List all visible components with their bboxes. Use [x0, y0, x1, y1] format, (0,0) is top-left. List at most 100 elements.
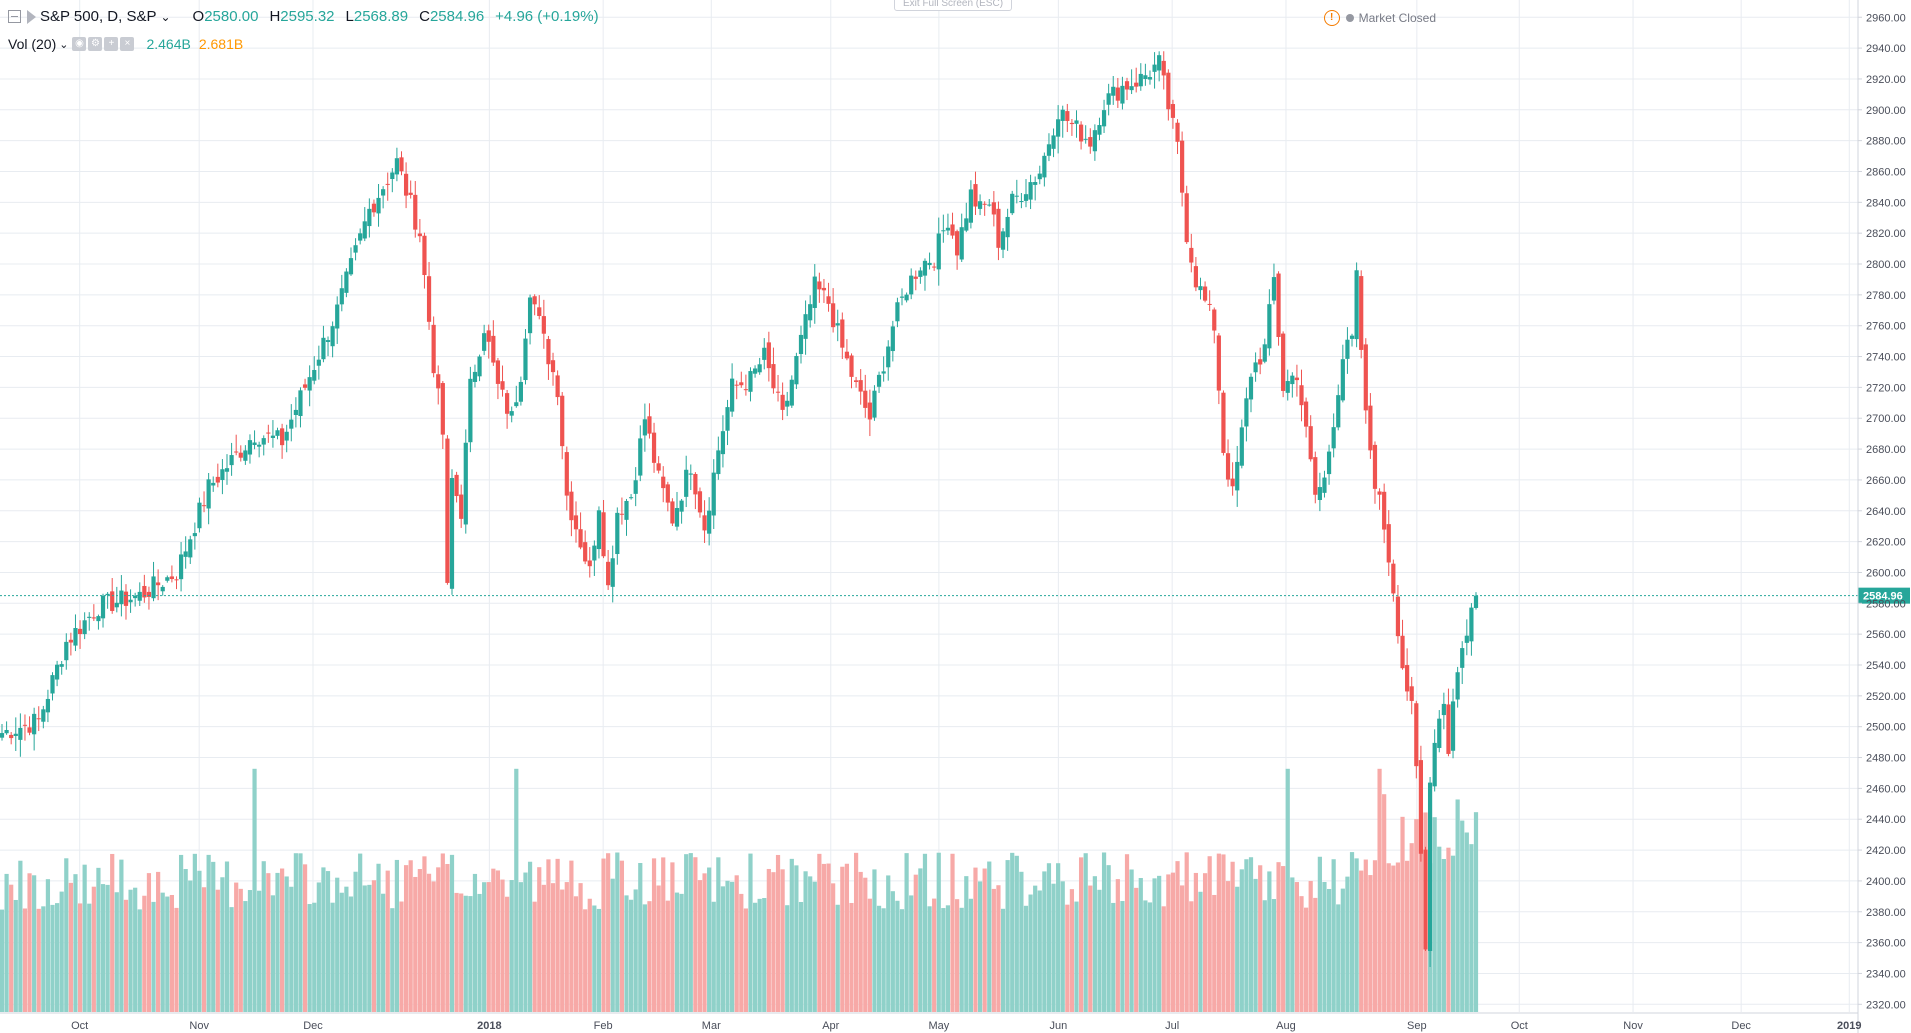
eye-icon[interactable]: ◉ — [72, 37, 87, 51]
volume-bar — [459, 893, 464, 1012]
candle-body — [711, 472, 716, 516]
x-tick-label: Oct — [1511, 1020, 1528, 1032]
volume-bar — [1124, 854, 1130, 1012]
volume-bar — [661, 857, 666, 1012]
volume-bars — [0, 768, 1479, 1012]
volume-bar — [55, 903, 60, 1012]
volume-bar — [771, 872, 776, 1012]
volume-bar — [422, 856, 427, 1012]
candle-body — [1225, 453, 1231, 480]
candle-body — [9, 734, 14, 739]
chevron-down-icon[interactable]: ⌄ — [160, 9, 171, 24]
volume-bar — [587, 898, 592, 1012]
candle-body — [353, 245, 358, 253]
volume-bar — [615, 852, 620, 1012]
candle-body — [638, 438, 643, 476]
candle-body — [808, 304, 813, 321]
volume-bar — [335, 877, 340, 1012]
volume-indicator-label[interactable]: Vol (20) — [8, 36, 57, 52]
candle-body — [224, 468, 230, 472]
collapse-icon[interactable] — [8, 10, 21, 23]
candle-body — [105, 593, 110, 596]
volume-bar — [1042, 871, 1047, 1012]
candle-body — [1262, 344, 1267, 362]
volume-bar — [160, 892, 165, 1012]
candle-body — [1033, 182, 1038, 185]
candle-body — [532, 296, 537, 305]
volume-bar — [950, 853, 955, 1012]
volume-bar — [1033, 885, 1038, 1012]
volume-bar — [353, 871, 358, 1012]
warning-icon[interactable]: ! — [1323, 10, 1340, 26]
candle-body — [968, 189, 973, 223]
x-tick-label: Nov — [1623, 1020, 1643, 1032]
candle-body — [762, 347, 767, 360]
candle-body — [1005, 216, 1010, 238]
volume-bar — [151, 901, 156, 1012]
volume-bar — [1414, 819, 1419, 1012]
candle-body — [592, 545, 597, 561]
volume-bar — [1281, 866, 1286, 1012]
price-axis[interactable]: 2320.00 2340.00 2360.00 2380.00 2400.00 2420.… — [1857, 0, 1906, 1033]
volume-bar — [142, 895, 147, 1012]
candle-body — [1359, 276, 1364, 350]
flag-icon[interactable] — [27, 9, 36, 24]
candle-body — [679, 500, 684, 512]
time-axis[interactable]: Oct Nov Dec 2018 Feb Mar Apr May Jun Jul Aug Sep Oct… — [0, 1012, 1911, 1032]
candle-body — [1037, 173, 1042, 180]
candle-body — [505, 393, 510, 414]
volume-bar — [1120, 901, 1125, 1012]
volume-bar — [1056, 863, 1061, 1012]
volume-bar — [486, 882, 491, 1012]
volume-bar — [734, 875, 739, 1012]
candle-body — [821, 287, 827, 291]
volume-bar — [642, 904, 647, 1012]
symbol-title[interactable]: S&P 500, D, S&P — [40, 8, 157, 25]
candle-body — [1143, 75, 1148, 79]
candle-body — [927, 262, 932, 266]
exit-fullscreen-button[interactable]: Exit Full Screen (ESC) — [894, 0, 1013, 11]
volume-bar — [509, 880, 514, 1012]
candle-body — [55, 664, 60, 680]
candle-body — [22, 724, 28, 726]
candle-body — [247, 440, 253, 455]
volume-bar — [32, 875, 37, 1012]
candle-body — [720, 431, 726, 455]
candle-body — [1235, 461, 1240, 491]
x-tick-label: Nov — [189, 1020, 209, 1032]
x-tick-label: May — [928, 1020, 949, 1032]
more-icon[interactable]: + — [104, 37, 119, 51]
candle-body — [339, 288, 344, 305]
volume-bar — [229, 907, 234, 1012]
candle-body — [785, 400, 790, 407]
volume-bar — [1202, 873, 1208, 1012]
volume-bar — [206, 854, 211, 1012]
candle-body — [1299, 385, 1304, 406]
volume-bar — [468, 896, 473, 1012]
candle-body — [440, 383, 445, 435]
candle-body — [803, 314, 808, 339]
candle-body — [596, 510, 602, 550]
settings-icon[interactable]: ⚙ — [88, 37, 103, 51]
candle-body — [1180, 140, 1185, 193]
volume-bar — [472, 873, 478, 1012]
candle-body — [1414, 703, 1419, 767]
volume-bar — [431, 881, 436, 1012]
candle-body — [18, 727, 23, 740]
y-tick-label: 2540.00 — [1866, 660, 1906, 672]
volume-bar — [394, 859, 400, 1012]
chevron-down-icon[interactable]: ⌄ — [59, 38, 69, 51]
volume-bar — [1005, 860, 1010, 1012]
candle-body — [1170, 104, 1176, 118]
close-icon[interactable]: × — [120, 37, 135, 51]
volume-bar — [858, 871, 863, 1012]
candle-body — [376, 197, 381, 214]
candle-body — [381, 189, 386, 196]
volume-bar — [1074, 901, 1079, 1012]
volume-bar — [137, 909, 142, 1012]
volume-bar — [909, 895, 914, 1012]
candle-body — [1432, 742, 1437, 787]
volume-bar — [1138, 878, 1143, 1012]
volume-bar — [505, 896, 510, 1012]
